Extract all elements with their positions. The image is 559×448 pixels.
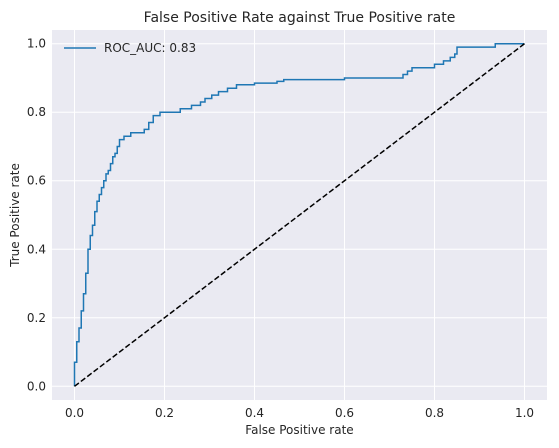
roc-curve-line bbox=[73, 42, 525, 387]
y-tick-label: 1.0 bbox=[27, 37, 46, 51]
x-tick-label: 0.8 bbox=[425, 406, 444, 420]
x-tick-label: 1.0 bbox=[515, 406, 534, 420]
x-tick-label: 0.2 bbox=[155, 406, 174, 420]
y-tick-label: 0.4 bbox=[27, 242, 46, 256]
y-tick-label: 0.8 bbox=[27, 105, 46, 119]
chance-diagonal-line bbox=[74, 43, 525, 387]
chart-title: False Positive Rate against True Positiv… bbox=[144, 10, 456, 26]
y-axis-label: True Positive rate bbox=[8, 163, 22, 268]
legend-label-roc: ROC_AUC: 0.83 bbox=[104, 41, 196, 55]
x-axis-label: False Positive rate bbox=[245, 423, 353, 437]
x-tick-label: 0.4 bbox=[245, 406, 264, 420]
y-tick-label: 0.6 bbox=[27, 174, 46, 188]
x-tick-label: 0.6 bbox=[335, 406, 354, 420]
y-tick-label: 0.2 bbox=[27, 311, 46, 325]
tick-labels: 0.0 0.2 0.4 0.6 0.8 1.0 0.0 0.2 0.4 0.6 0.8 1.0 bbox=[27, 37, 534, 420]
series-layer bbox=[73, 42, 525, 387]
x-tick-label: 0.0 bbox=[65, 406, 84, 420]
grid-lines bbox=[52, 30, 547, 400]
legend: ROC_AUC: 0.83 bbox=[64, 41, 196, 55]
y-tick-label: 0.0 bbox=[27, 379, 46, 393]
